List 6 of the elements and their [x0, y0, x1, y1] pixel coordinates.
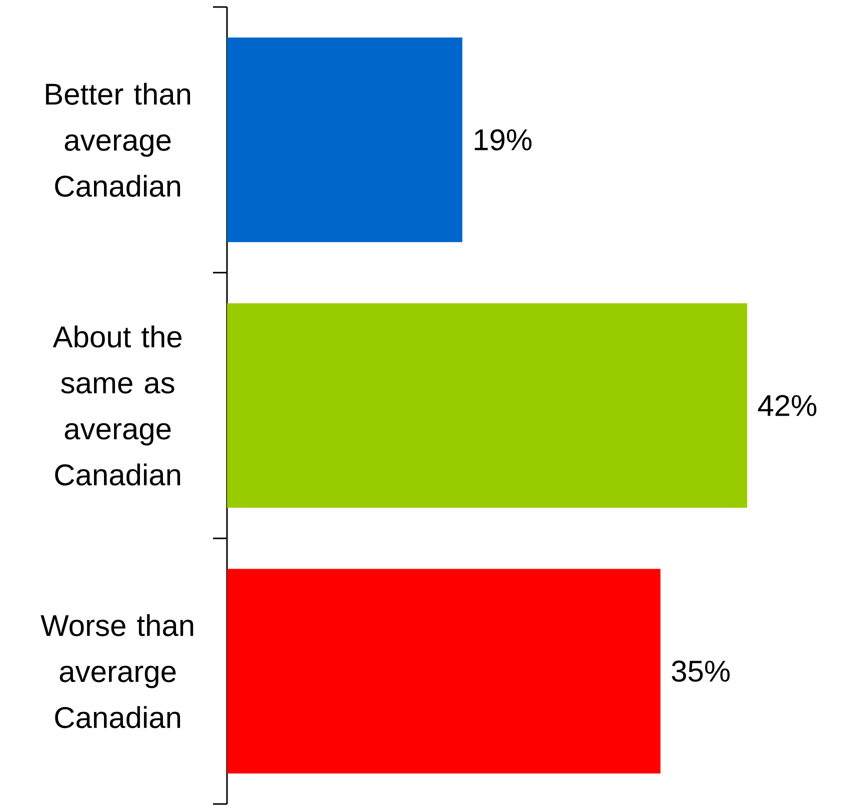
y-tick-label: Better than average Canadian: [46, 82, 190, 197]
y-tick-label: Worse than averarge Canadian: [40, 614, 194, 728]
data-label: 19%: [474, 129, 532, 150]
y-tick-label: About the same as average Canadian: [52, 325, 182, 486]
data-label: 42%: [758, 394, 816, 416]
data-label: 35%: [672, 660, 730, 682]
